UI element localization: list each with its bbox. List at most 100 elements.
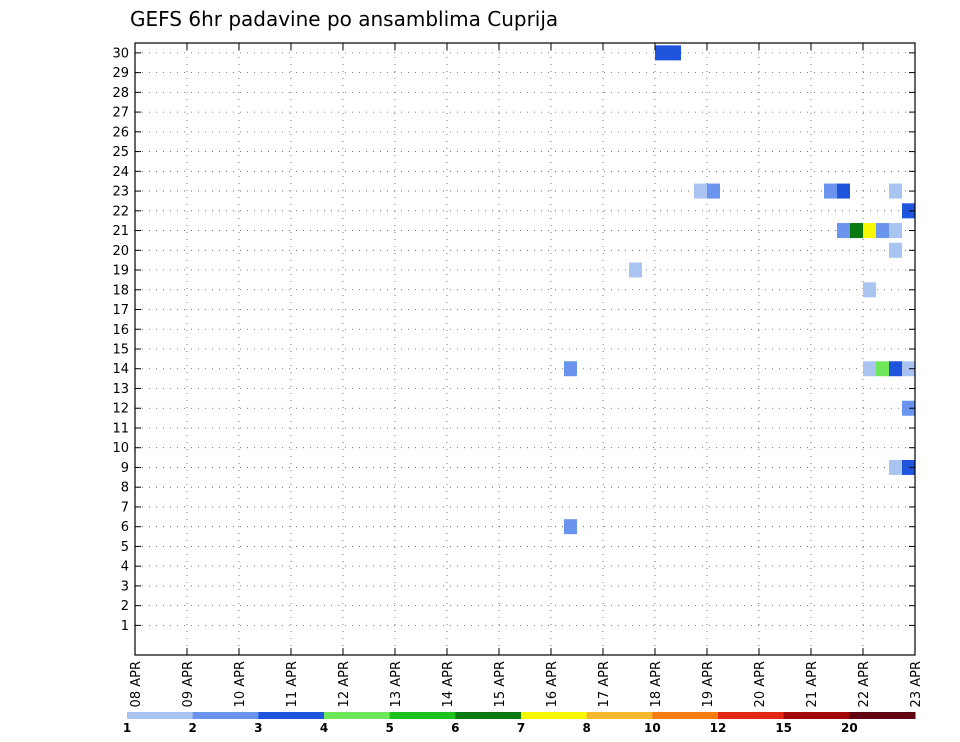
y-tick-label: 19	[112, 264, 129, 279]
precip-cell	[837, 183, 850, 199]
legend-swatch	[258, 712, 325, 719]
x-tick-label: 21 APR	[805, 661, 820, 707]
y-tick-label: 4	[121, 560, 129, 575]
precip-cell	[564, 519, 577, 535]
legend-label: 2	[188, 721, 196, 735]
legend-swatch	[652, 712, 719, 719]
precip-cell	[889, 242, 902, 258]
y-tick-label: 8	[121, 481, 129, 496]
y-tick-label: 25	[112, 145, 129, 160]
legend-swatch	[389, 712, 456, 719]
legend-label: 1	[123, 721, 131, 735]
precip-cell	[707, 183, 720, 199]
legend-colorbar: 1 2 3 4 5 6 7 8 10 12 15 20	[123, 712, 916, 735]
y-tick-label: 17	[112, 303, 129, 318]
precip-cell	[837, 223, 850, 239]
x-tick-label: 22 APR	[857, 661, 872, 707]
y-tick-label: 26	[112, 125, 129, 140]
y-tick-label: 13	[112, 382, 129, 397]
y-tick-label: 24	[112, 165, 129, 180]
y-tick-label: 16	[112, 323, 129, 338]
precip-cell	[889, 459, 902, 475]
y-tick-label: 15	[112, 343, 129, 358]
y-tick-label: 20	[112, 244, 129, 259]
y-tick-label: 2	[121, 599, 129, 614]
legend-label: 4	[320, 721, 328, 735]
legend-label: 10	[644, 721, 661, 735]
x-tick-label: 15 APR	[493, 661, 508, 707]
x-tick-label: 10 APR	[233, 661, 248, 707]
precip-cell	[876, 361, 889, 377]
y-tick-label: 29	[112, 66, 129, 81]
precip-cell	[902, 400, 915, 416]
precip-cell	[863, 223, 876, 239]
legend-swatch	[455, 712, 522, 719]
x-tick-label: 19 APR	[701, 661, 716, 707]
y-tick-label: 10	[112, 441, 129, 456]
x-tick-label: 11 APR	[285, 661, 300, 707]
y-tick-label: 30	[112, 46, 129, 61]
x-tick-label: 20 APR	[753, 661, 768, 707]
precip-cell	[863, 361, 876, 377]
legend-label: 7	[517, 721, 525, 735]
y-tick-label: 3	[121, 579, 129, 594]
y-tick-label: 21	[112, 224, 129, 239]
y-tick-label: 12	[112, 402, 129, 417]
precip-cell	[889, 183, 902, 199]
y-tick-label: 1	[121, 619, 129, 634]
x-tick-label: 08 APR	[129, 661, 144, 707]
precip-cell	[889, 223, 902, 239]
legend-swatch	[521, 712, 588, 719]
precip-cell	[902, 361, 915, 377]
y-tick-label: 5	[121, 540, 129, 555]
precip-cell	[694, 183, 707, 199]
y-axis: 1234567891011121314151617181920212223242…	[112, 46, 915, 634]
legend-swatch	[586, 712, 653, 719]
legend-swatch	[192, 712, 259, 719]
precip-cell	[902, 203, 915, 219]
precip-cell	[863, 282, 876, 298]
y-tick-label: 9	[121, 461, 129, 476]
legend-swatch	[849, 712, 916, 719]
legend-swatch	[718, 712, 785, 719]
x-tick-label: 23 APR	[909, 661, 924, 707]
y-tick-label: 22	[112, 204, 129, 219]
precip-cell	[629, 262, 642, 278]
y-tick-label: 6	[121, 520, 129, 535]
x-tick-label: 14 APR	[441, 661, 456, 707]
x-tick-label: 16 APR	[545, 661, 560, 707]
legend-swatch	[324, 712, 391, 719]
precip-cell	[824, 183, 837, 199]
x-tick-label: 09 APR	[181, 661, 196, 707]
x-tick-label: 13 APR	[389, 661, 404, 707]
legend-swatch	[783, 712, 850, 719]
x-tick-label: 18 APR	[649, 661, 664, 707]
legend-label: 8	[582, 721, 590, 735]
precip-cell	[889, 361, 902, 377]
y-tick-label: 18	[112, 283, 129, 298]
precip-cell	[850, 223, 863, 239]
heatmap-cells	[564, 45, 915, 535]
precip-cell	[902, 459, 915, 475]
y-tick-label: 14	[112, 362, 129, 377]
precip-cell	[668, 45, 681, 61]
y-tick-label: 11	[112, 421, 129, 436]
x-tick-label: 17 APR	[597, 661, 612, 707]
x-axis: 08 APR 09 APR 10 APR 11 APR 12 APR 13 APR 14 A…	[129, 43, 924, 707]
legend-label: 12	[710, 721, 727, 735]
precip-cell	[876, 223, 889, 239]
y-tick-label: 27	[112, 106, 129, 121]
y-tick-label: 28	[112, 86, 129, 101]
legend-label: 5	[385, 721, 393, 735]
y-tick-label: 23	[112, 185, 129, 200]
x-tick-label: 12 APR	[337, 661, 352, 707]
y-tick-label: 7	[121, 500, 129, 515]
legend-label: 20	[841, 721, 858, 735]
grid-lines	[135, 43, 915, 655]
legend-label: 3	[254, 721, 262, 735]
precip-cell	[655, 45, 668, 61]
legend-label: 6	[451, 721, 459, 735]
legend-label: 15	[775, 721, 792, 735]
chart-title: GEFS 6hr padavine po ansamblima Cuprija	[130, 7, 558, 31]
